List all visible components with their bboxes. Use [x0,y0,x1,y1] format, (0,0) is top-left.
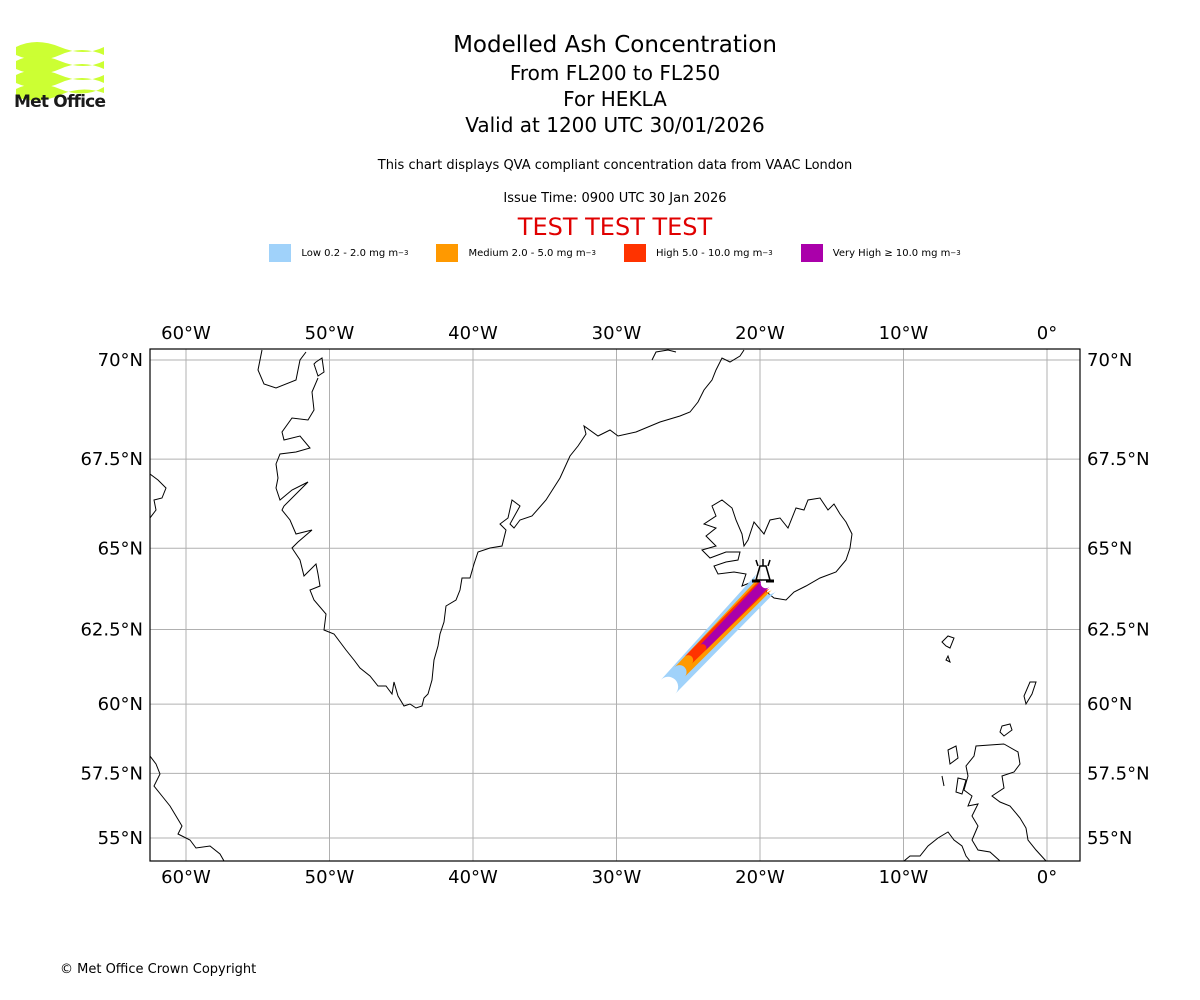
lat-tick-label-left: 60°N [98,694,143,715]
coastline-shetland [1023,681,1037,706]
lat-tick-label-right: 62.5°N [1087,620,1150,641]
lon-tick-label-bottom: 0° [1037,867,1057,888]
legend-label-medium: Medium 2.0 - 5.0 mg m [468,247,586,259]
ash-plume [660,572,777,694]
coastline-baffin [150,473,167,519]
axis-ticks: 60°W 60°W 50°W 50°W 40°W 40°W 30°W 30°W 20°W 20°W… [80,323,1149,888]
coastline-greenland-north-island [651,349,677,361]
legend-item-very-high: Very High ≥ 10.0 mg m −3 [800,244,961,262]
plume-band-very-high [699,579,770,651]
legend-label-high: High 5.0 - 10.0 mg m [655,247,763,259]
lon-tick-label-top: 40°W [448,323,498,344]
lon-tick-label-bottom: 40°W [448,867,498,888]
legend-swatch-medium [436,244,459,262]
test-banner: TEST TEST TEST [517,213,713,241]
legend-exp-medium: −3 [585,249,596,257]
lon-tick-label-bottom: 60°W [161,867,211,888]
coastline-ireland [903,831,971,861]
coastline-great-britain [963,743,1047,861]
coastline-faroes [941,635,955,663]
chart-title: Modelled Ash Concentration [453,32,777,58]
coastline-iceland [701,497,853,601]
lon-tick-label-bottom: 10°W [879,867,929,888]
legend-label-low: Low 0.2 - 2.0 mg m [301,247,399,259]
legend-item-medium: Medium 2.0 - 5.0 mg m −3 [436,244,596,262]
legend-swatch-high [623,244,646,262]
coastline-labrador [150,755,225,861]
lon-tick-label-bottom: 20°W [735,867,785,888]
valid-time: Valid at 1200 UTC 30/01/2026 [465,113,765,137]
lon-tick-label-top: 30°W [592,323,642,344]
issue-time: Issue Time: 0900 UTC 30 Jan 2026 [503,191,727,206]
lat-tick-label-right: 67.5°N [1087,449,1150,470]
coastline-greenland-west [257,349,745,709]
lon-tick-label-bottom: 50°W [305,867,355,888]
lat-tick-label-right: 55°N [1087,828,1132,849]
graticule [150,349,1080,861]
legend-label-very-high: Very High ≥ 10.0 mg m [832,247,951,259]
legend-exp-high: −3 [762,249,773,257]
lat-tick-label-left: 67.5°N [80,449,143,470]
lon-tick-label-top: 60°W [161,323,211,344]
chart-description: This chart displays QVA compliant concen… [377,158,853,173]
lon-tick-label-top: 50°W [305,323,355,344]
legend-exp-low: −3 [398,249,409,257]
lat-tick-label-left: 70°N [98,350,143,371]
lat-tick-label-right: 60°N [1087,694,1132,715]
lat-tick-label-left: 55°N [98,828,143,849]
legend-item-low: Low 0.2 - 2.0 mg m −3 [269,244,408,262]
lon-tick-label-top: 0° [1037,323,1057,344]
volcano-name: For HEKLA [563,87,667,111]
met-office-logo-text: Met Office [14,92,106,112]
flight-levels: From FL200 to FL250 [509,61,721,85]
lon-tick-label-top: 10°W [879,323,929,344]
legend: Low 0.2 - 2.0 mg m −3 Medium 2.0 - 5.0 mg… [0,244,1200,262]
coastlines [150,349,1047,861]
copyright: © Met Office Crown Copyright [60,962,257,977]
lat-tick-label-right: 57.5°N [1087,763,1150,784]
lat-tick-label-right: 70°N [1087,350,1132,371]
map-frame [149,348,1081,862]
coastline-orkney [999,723,1013,737]
lat-tick-label-left: 65°N [98,538,143,559]
met-office-waves-icon [16,42,104,101]
legend-swatch-very-high [800,244,823,262]
lat-tick-label-right: 65°N [1087,538,1132,559]
volcano-icon [752,559,774,583]
legend-swatch-low [269,244,292,262]
lat-tick-label-left: 62.5°N [80,620,143,641]
lat-tick-label-left: 57.5°N [80,763,143,784]
legend-exp-very-high: −3 [950,249,961,257]
lon-tick-label-bottom: 30°W [592,867,642,888]
lon-tick-label-top: 20°W [735,323,785,344]
chart-title-block: Modelled Ash Concentration From FL200 to… [0,30,1200,138]
legend-item-high: High 5.0 - 10.0 mg m −3 [623,244,773,262]
coastline-hebrides [941,745,967,795]
